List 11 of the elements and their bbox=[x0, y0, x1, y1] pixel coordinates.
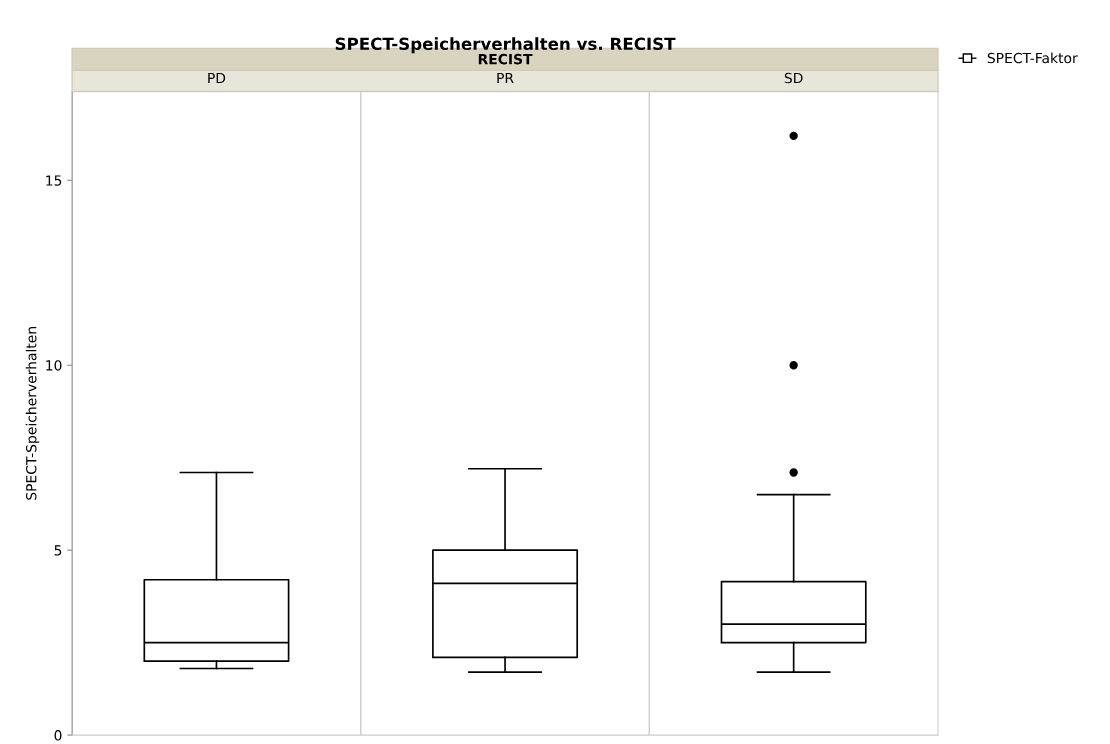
x-tick-label: PR bbox=[497, 72, 514, 84]
x-tick-label: PD bbox=[208, 72, 226, 84]
y-tick-label: 15 bbox=[46, 175, 62, 186]
x-tick-label: SD bbox=[784, 72, 803, 84]
y-axis-title: SPECT-Speicherverhalten bbox=[25, 327, 40, 500]
y-tick-label: 10 bbox=[46, 360, 62, 371]
x-axis-title: RECIST bbox=[478, 53, 533, 65]
y-tick-label: 5 bbox=[54, 545, 62, 556]
legend-label: SPECT-Faktor bbox=[987, 52, 1078, 64]
y-tick-label: 0 bbox=[54, 730, 62, 741]
chart-title: SPECT-Speicherverhalten vs. RECIST bbox=[335, 37, 676, 54]
